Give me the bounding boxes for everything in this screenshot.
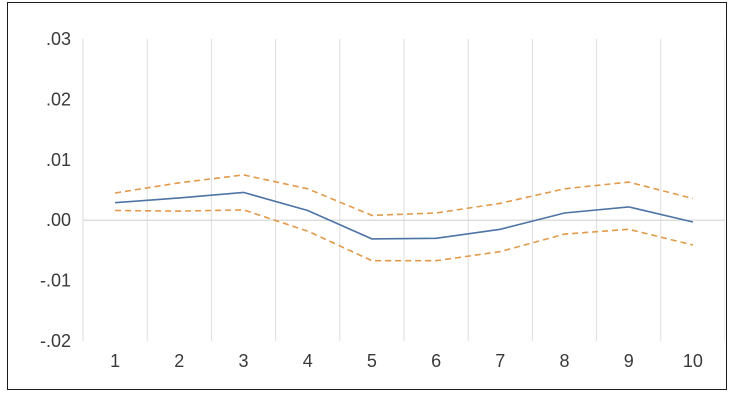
y-tick-label: .01: [46, 150, 71, 170]
x-tick-label: 2: [174, 351, 184, 371]
y-tick-label: .00: [46, 210, 71, 230]
x-tick-label: 3: [238, 351, 248, 371]
x-tick-label: 1: [110, 351, 120, 371]
x-tick-label: 8: [559, 351, 569, 371]
upper-bound-line: [114, 174, 694, 217]
estimate-line: [115, 191, 694, 240]
grid-layer: [82, 39, 725, 341]
y-tick-label: .03: [46, 29, 71, 49]
x-tick-label: 4: [303, 351, 313, 371]
chart-frame: .03 .02 .01 .00 -.01 -.02 1 2 3 4 5 6 7 8 9 10: [7, 2, 727, 390]
y-tick-label: .02: [46, 89, 71, 109]
x-tick-label: 6: [431, 351, 441, 371]
series-layer: [114, 174, 694, 262]
x-axis-ticks: 1 2 3 4 5 6 7 8 9 10: [110, 351, 703, 371]
y-tick-label: -.02: [40, 331, 71, 351]
x-tick-label: 10: [683, 351, 703, 371]
line-chart: .03 .02 .01 .00 -.01 -.02 1 2 3 4 5 6 7 8 9 10: [40, 29, 725, 371]
lower-bound-line: [115, 209, 694, 262]
x-tick-label: 5: [367, 351, 377, 371]
x-tick-label: 7: [495, 351, 505, 371]
y-axis-ticks: .03 .02 .01 .00 -.01 -.02: [40, 29, 71, 351]
x-tick-label: 9: [624, 351, 634, 371]
y-tick-label: -.01: [40, 271, 71, 291]
